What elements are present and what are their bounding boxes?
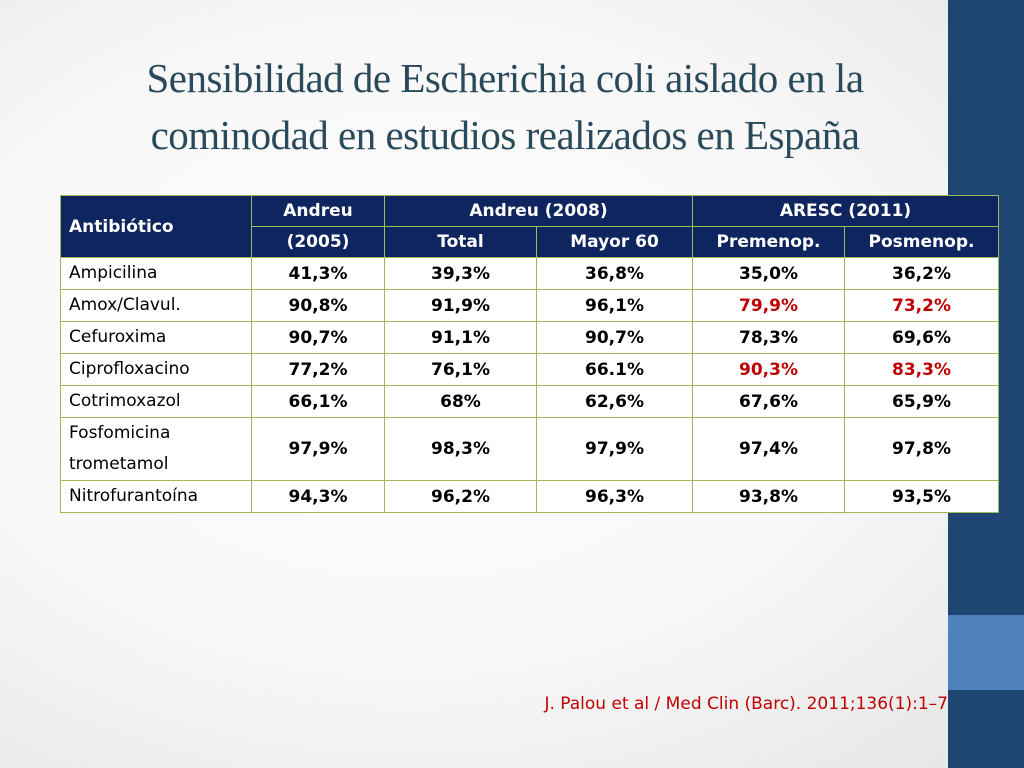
slide-title: Sensibilidad de Escherichia coli aislado… (60, 50, 950, 164)
table-row: Amox/Clavul. 90,8% 91,9% 96,1% 79,9% 73,… (60, 289, 999, 322)
antibiotic-name-line2: trometamol (69, 454, 169, 474)
cell-andreu2005: 97,9% (251, 417, 385, 481)
header-andreu2008: Andreu (2008) (384, 195, 693, 227)
cell-total: 96,2% (384, 480, 537, 513)
cell-mayor60: 66.1% (536, 353, 693, 386)
cell-mayor60: 96,3% (536, 480, 693, 513)
side-bar-bottom (948, 690, 1024, 768)
header-aresc2011: ARESC (2011) (692, 195, 999, 227)
cell-premenop: 90,3% (692, 353, 845, 386)
antibiotic-name: Cotrimoxazol (60, 385, 252, 418)
cell-mayor60: 96,1% (536, 289, 693, 322)
cell-premenop: 35,0% (692, 257, 845, 290)
cell-total: 39,3% (384, 257, 537, 290)
cell-premenop: 79,9% (692, 289, 845, 322)
cell-posmenop: 97,8% (844, 417, 999, 481)
antibiotic-name: Amox/Clavul. (60, 289, 252, 322)
header-antibiotico: Antibiótico (60, 195, 252, 258)
title-line-1: Sensibilidad de Escherichia coli aislado… (146, 55, 864, 101)
cell-andreu2005: 77,2% (251, 353, 385, 386)
citation: J. Palou et al / Med Clin (Barc). 2011;1… (544, 694, 948, 714)
table-row: Cotrimoxazol 66,1% 68% 62,6% 67,6% 65,9% (60, 385, 999, 418)
table-row: Ciprofloxacino 77,2% 76,1% 66.1% 90,3% 8… (60, 353, 999, 386)
antibiotic-name: Ciprofloxacino (60, 353, 252, 386)
header-total: Total (384, 226, 537, 258)
cell-andreu2005: 41,3% (251, 257, 385, 290)
cell-premenop: 67,6% (692, 385, 845, 418)
cell-posmenop: 73,2% (844, 289, 999, 322)
cell-premenop: 78,3% (692, 321, 845, 354)
antibiotic-name: Ampicilina (60, 257, 252, 290)
cell-mayor60: 36,8% (536, 257, 693, 290)
cell-mayor60: 90,7% (536, 321, 693, 354)
header-posmenop: Posmenop. (844, 226, 999, 258)
header-andreu2005-line1: Andreu (251, 195, 385, 227)
cell-andreu2005: 90,8% (251, 289, 385, 322)
susceptibility-table: Antibiótico Andreu Andreu (2008) ARESC (… (60, 195, 999, 513)
cell-mayor60: 97,9% (536, 417, 693, 481)
cell-andreu2005: 94,3% (251, 480, 385, 513)
header-premenop: Premenop. (692, 226, 845, 258)
table-row: Nitrofurantoína 94,3% 96,2% 96,3% 93,8% … (60, 480, 999, 513)
antibiotic-name: Fosfomicina trometamol (60, 417, 252, 481)
cell-premenop: 93,8% (692, 480, 845, 513)
title-line-2: cominodad en estudios realizados en Espa… (150, 112, 860, 158)
header-andreu2005-line2: (2005) (251, 226, 385, 258)
cell-andreu2005: 66,1% (251, 385, 385, 418)
antibiotic-name: Cefuroxima (60, 321, 252, 354)
table-row: Cefuroxima 90,7% 91,1% 90,7% 78,3% 69,6% (60, 321, 999, 354)
cell-premenop: 97,4% (692, 417, 845, 481)
side-bar-accent (948, 615, 1024, 690)
cell-total: 91,1% (384, 321, 537, 354)
cell-posmenop: 36,2% (844, 257, 999, 290)
cell-total: 91,9% (384, 289, 537, 322)
cell-total: 76,1% (384, 353, 537, 386)
antibiotic-name-line1: Fosfomicina (69, 423, 171, 443)
cell-posmenop: 83,3% (844, 353, 999, 386)
header-mayor60: Mayor 60 (536, 226, 693, 258)
cell-posmenop: 69,6% (844, 321, 999, 354)
cell-total: 98,3% (384, 417, 537, 481)
cell-posmenop: 65,9% (844, 385, 999, 418)
cell-mayor60: 62,6% (536, 385, 693, 418)
antibiotic-name: Nitrofurantoína (60, 480, 252, 513)
table-row: Fosfomicina trometamol 97,9% 98,3% 97,9% … (60, 417, 999, 481)
table-row: Ampicilina 41,3% 39,3% 36,8% 35,0% 36,2% (60, 257, 999, 290)
cell-total: 68% (384, 385, 537, 418)
cell-posmenop: 93,5% (844, 480, 999, 513)
cell-andreu2005: 90,7% (251, 321, 385, 354)
